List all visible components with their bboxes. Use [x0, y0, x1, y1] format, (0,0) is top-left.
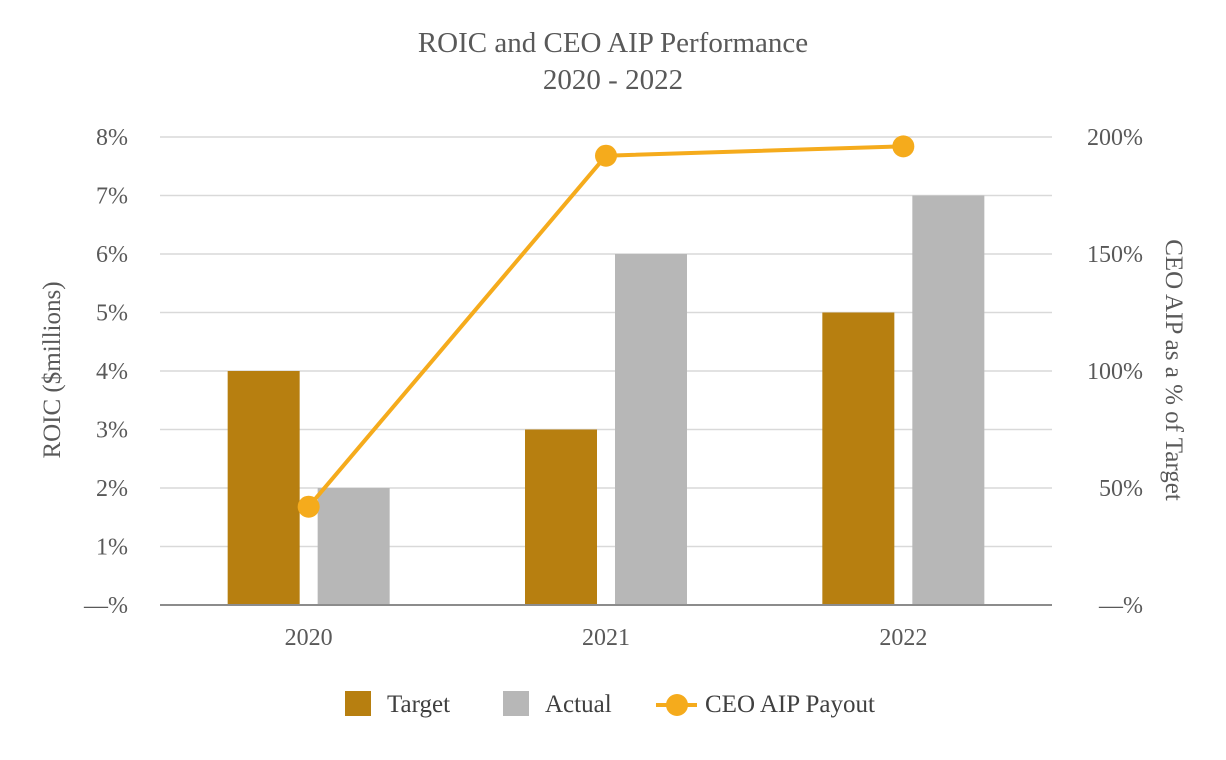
left-axis-title: ROIC ($millions) — [39, 281, 66, 458]
legend-label-target: Target — [387, 691, 450, 718]
legend-label-payout: CEO AIP Payout — [705, 691, 875, 718]
left-tick-label: 5% — [96, 301, 128, 327]
chart-subtitle: 2020 - 2022 — [543, 64, 683, 96]
payout-line-path — [307, 144, 904, 509]
bars — [227, 195, 985, 605]
left-tick-label: 2% — [96, 476, 128, 502]
payout-point-2021 — [595, 144, 617, 167]
left-tick-label: 1% — [96, 535, 128, 561]
bar-target-2022 — [822, 312, 895, 605]
x-tick-label: 2020 — [285, 625, 333, 651]
gridlines — [160, 136, 1052, 548]
right-tick-label: 150% — [1087, 242, 1143, 268]
left-tick-label: 4% — [96, 359, 128, 385]
payout-line — [297, 135, 915, 518]
legend-swatch-target — [345, 691, 371, 716]
right-tick-label: —% — [1098, 593, 1143, 619]
left-tick-label: 8% — [96, 125, 128, 151]
legend-swatch-payout-marker — [666, 694, 688, 716]
bar-actual-2022 — [912, 195, 985, 605]
left-tick-label: —% — [83, 593, 128, 619]
payout-point-2020 — [297, 495, 320, 518]
x-tick-label: 2022 — [879, 625, 927, 651]
bar-actual-2020 — [317, 488, 390, 605]
bar-target-2020 — [227, 371, 300, 605]
left-tick-label: 3% — [96, 418, 128, 444]
legend-label-actual: Actual — [545, 691, 612, 718]
bar-actual-2021 — [615, 254, 687, 605]
legend: Target Actual CEO AIP Payout — [345, 691, 875, 718]
right-axis-title: CEO AIP as a % of Target — [1160, 239, 1187, 501]
payout-point-2022 — [892, 135, 915, 158]
right-axis-ticks: —% 50% 100% 150% 200% — [1087, 125, 1143, 619]
chart-title: ROIC and CEO AIP Performance — [418, 27, 808, 59]
bar-target-2021 — [525, 429, 597, 605]
right-tick-label: 50% — [1099, 476, 1143, 502]
right-tick-label: 100% — [1087, 359, 1143, 385]
left-axis-ticks: —% 1% 2% 3% 4% 5% 6% 7% 8% — [83, 125, 128, 619]
x-tick-label: 2021 — [582, 625, 630, 651]
left-tick-label: 7% — [96, 184, 128, 210]
x-axis-ticks: 2020 2021 2022 — [285, 625, 928, 651]
right-tick-label: 200% — [1087, 125, 1143, 151]
legend-swatch-actual — [503, 691, 529, 716]
left-tick-label: 6% — [96, 242, 128, 268]
